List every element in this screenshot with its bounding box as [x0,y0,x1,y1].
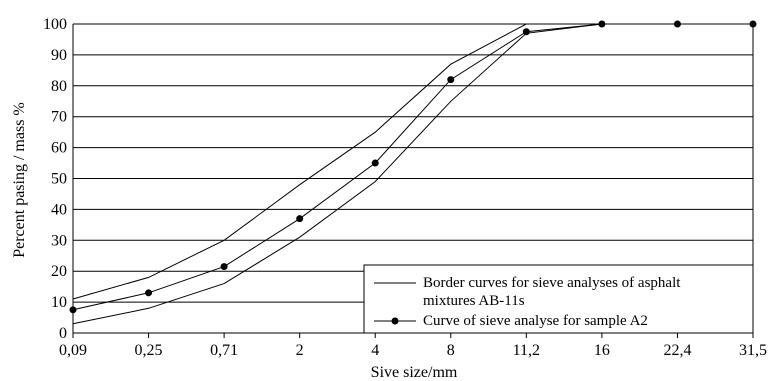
y-tick-label: 0 [59,325,67,342]
y-axis-title: Percent pasing / mass % [11,102,28,258]
x-tick-label: 2 [296,342,304,359]
gridlines [73,23,753,334]
y-tick-label: 30 [51,232,67,249]
data-point-sample [296,215,304,223]
series-lines [72,23,753,325]
legend-sample-marker [391,317,399,325]
y-tick-label: 60 [51,140,67,157]
data-point-sample [447,76,455,84]
x-tick-label: 4 [371,342,379,359]
data-point-sample [371,159,379,167]
x-tick-label: 0,71 [210,342,238,359]
legend-label-border-curves-line2: mixtures AB-11s [423,293,525,309]
x-tick-label: 31,5 [739,342,767,359]
y-tick-label: 100 [43,16,67,33]
legend: Border curves for sieve analyses of asph… [363,264,754,334]
y-tick-labels: 0 10 20 30 40 50 60 70 80 90 100 [43,16,67,342]
data-point-sample [145,289,153,297]
y-tick-label: 10 [51,294,67,311]
series-markers [69,20,757,314]
data-point-sample [673,20,681,28]
legend-label-sample-curve: Curve of sieve analyse for sample A2 [423,313,648,329]
y-tick-label: 80 [51,78,67,95]
series-line-upper-border [72,23,753,300]
x-tick-label: 16 [594,342,610,359]
legend-box [363,264,754,334]
x-tick-label: 11,2 [513,342,540,359]
y-tick-label: 20 [51,263,67,280]
x-axis-title: Sive size/mm [371,364,458,381]
data-point-sample [522,28,530,36]
legend-label-border-curves-line1: Border curves for sieve analyses of asph… [423,275,681,291]
y-tick-label: 40 [51,201,67,218]
data-point-sample [598,20,606,28]
series-line-sample [72,23,753,311]
x-tick-label: 22,4 [663,342,691,359]
x-tick-labels: 0,09 0,25 0,71 2 4 8 11,2 16 22,4 31,5 [59,333,767,359]
y-tick-label: 70 [51,109,67,126]
y-tick-label: 50 [51,171,67,188]
x-tick-label: 8 [447,342,455,359]
x-tick-label: 0,09 [59,342,87,359]
x-tick-label: 0,25 [135,342,163,359]
y-tick-label: 90 [51,47,67,64]
data-point-sample [220,263,228,271]
